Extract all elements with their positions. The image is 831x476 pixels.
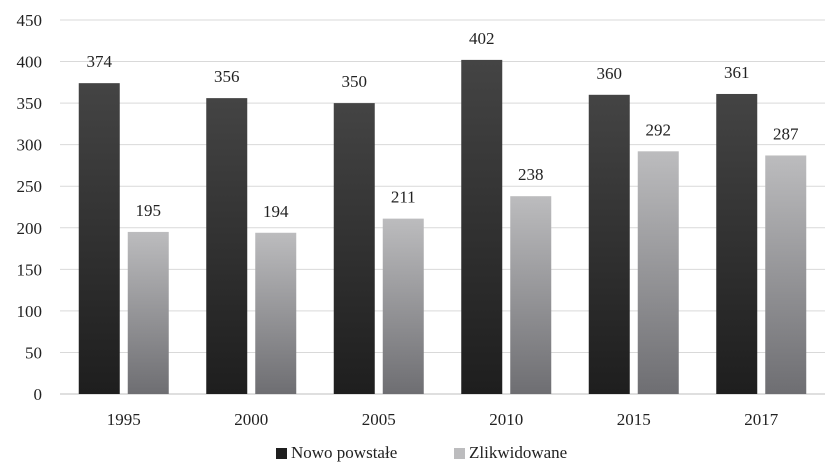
data-label: 350 (342, 72, 368, 91)
data-label: 361 (724, 63, 750, 82)
gridlines (60, 19, 825, 395)
data-label: 238 (518, 165, 544, 184)
y-tick-label: 100 (17, 302, 43, 321)
bar-nowo-powstale (333, 103, 375, 394)
bar-zlikwidowane (382, 218, 424, 394)
data-labels: 374 195 356 194 350 211 402 238 360 292 361 287 (87, 29, 800, 221)
legend-label-nowo-powstale: Nowo powstałe (291, 443, 397, 462)
legend-label-zlikwidowane: Zlikwidowane (469, 443, 567, 462)
y-tick-label: 150 (17, 260, 43, 279)
x-tick-label: 2017 (744, 410, 779, 429)
bar-nowo-powstale (716, 93, 758, 395)
x-tick-label: 2000 (234, 410, 268, 429)
data-label: 292 (646, 120, 672, 139)
x-tick-label: 2010 (489, 410, 523, 429)
y-tick-label: 400 (17, 53, 43, 72)
data-label: 356 (214, 67, 240, 86)
y-tick-label: 450 (17, 11, 43, 30)
bar-nowo-powstale (461, 59, 503, 394)
legend: Nowo powstałe Zlikwidowane (276, 443, 567, 462)
y-axis-ticks: 0 50 100 150 200 250 300 350 400 450 (17, 11, 43, 404)
bar-nowo-powstale (588, 94, 630, 395)
data-label: 360 (597, 64, 623, 83)
bar-zlikwidowane (255, 232, 297, 394)
data-label: 194 (263, 202, 289, 221)
y-tick-label: 350 (17, 94, 43, 113)
y-tick-label: 300 (17, 136, 43, 155)
bar-zlikwidowane (127, 231, 169, 394)
y-tick-label: 50 (25, 343, 42, 362)
data-label: 287 (773, 124, 799, 143)
x-tick-label: 1995 (107, 410, 141, 429)
data-label: 211 (391, 188, 416, 207)
data-label: 195 (136, 201, 162, 220)
y-tick-label: 0 (34, 385, 43, 404)
bar-nowo-powstale (206, 98, 248, 394)
x-tick-label: 2005 (362, 410, 396, 429)
x-axis-ticks: 1995 2000 2005 2010 2015 2017 (107, 410, 779, 429)
bar-zlikwidowane (765, 155, 807, 394)
x-tick-label: 2015 (617, 410, 651, 429)
legend-swatch-nowo-powstale (276, 448, 287, 459)
legend-swatch-zlikwidowane (454, 448, 465, 459)
bar-zlikwidowane (510, 196, 552, 394)
y-tick-label: 250 (17, 177, 43, 196)
bar-nowo-powstale (78, 83, 120, 395)
bars (78, 59, 807, 395)
data-label: 374 (87, 52, 113, 71)
data-label: 402 (469, 29, 495, 48)
bar-zlikwidowane (637, 151, 679, 394)
y-tick-label: 200 (17, 219, 43, 238)
